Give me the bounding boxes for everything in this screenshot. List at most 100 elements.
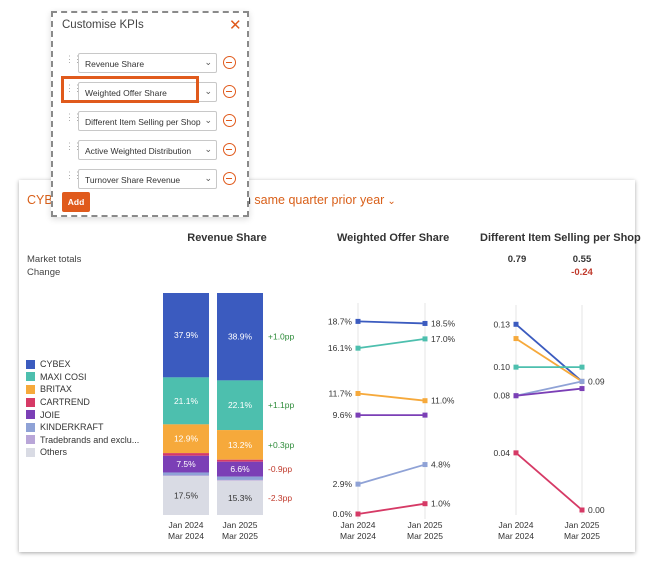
legend-item[interactable]: CARTREND: [26, 396, 139, 409]
close-icon[interactable]: ✕: [229, 17, 242, 34]
series-line: [515, 323, 583, 383]
bar-segment: [217, 430, 263, 460]
remove-kpi-icon[interactable]: [223, 85, 236, 98]
legend-item[interactable]: Others: [26, 446, 139, 459]
remove-kpi-icon[interactable]: [223, 143, 236, 156]
legend-swatch: [26, 435, 35, 445]
series-line: [357, 392, 426, 402]
series-point: [513, 321, 519, 327]
legend-item[interactable]: JOIE: [26, 408, 139, 421]
bar-segment: [217, 480, 263, 515]
kpi-select[interactable]: Turnover Share Revenue ⌄: [78, 169, 217, 189]
legend-label: JOIE: [40, 409, 61, 420]
series-line: [515, 380, 583, 397]
series-point: [355, 511, 361, 517]
point-label: 0.04: [493, 448, 510, 458]
bar-segment: [163, 472, 209, 476]
bar-change-label: +1.0pp: [268, 332, 295, 342]
legend-item[interactable]: KINDERKRAFT: [26, 421, 139, 434]
popup-title: Customise KPIs: [62, 19, 144, 31]
comparison-value: same quarter prior year: [254, 193, 385, 207]
series-line: [357, 320, 426, 325]
kpi-charts: 37.9% 21.1% 12.9% 7.5% 17.5% 38.9% +1.0pp 22.1%…: [163, 293, 605, 541]
bar-change-label: +1.1pp: [268, 400, 295, 410]
series-point: [355, 390, 361, 396]
kpi-select-value: Weighted Offer Share: [85, 88, 167, 98]
point-label: 0.00: [588, 505, 605, 515]
bar-change-label: +0.3pp: [268, 440, 295, 450]
bar-data-label: 12.9%: [174, 434, 199, 444]
remove-kpi-icon[interactable]: [223, 114, 236, 127]
bar-segment: [163, 476, 209, 515]
col-title-different-item: Different Item Selling per Shop: [480, 232, 641, 244]
point-label: 0.0%: [333, 509, 353, 519]
period-label: Jan 2024: [341, 520, 376, 530]
period-label: Mar 2024: [168, 531, 204, 541]
change-label: Change: [27, 267, 61, 278]
legend-swatch: [26, 359, 35, 369]
series-line: [515, 452, 583, 511]
legend-item[interactable]: MAXI COSI: [26, 371, 139, 384]
bar-segment: [217, 459, 263, 462]
drag-handle-icon[interactable]: ⋮⋮: [65, 170, 82, 180]
series-point: [355, 481, 361, 487]
drag-handle-icon[interactable]: ⋮⋮: [65, 141, 82, 151]
chevron-down-icon: ⌄: [204, 57, 212, 67]
bar-segment: [163, 455, 209, 473]
bar-segment: [217, 380, 263, 431]
bar-data-label: 7.5%: [176, 459, 196, 469]
kpi-select[interactable]: Revenue Share ⌄: [78, 53, 217, 73]
point-label: 18.5%: [431, 318, 456, 328]
kpi-row: ⋮⋮ Active Weighted Distribution ⌄: [65, 140, 240, 160]
kpi-select[interactable]: Different Item Selling per Shop ⌄: [78, 111, 217, 131]
legend-label: KINDERKRAFT: [40, 422, 104, 433]
series-point: [422, 398, 428, 404]
chevron-down-icon: ⌄: [204, 144, 212, 154]
period-label: Mar 2025: [564, 531, 600, 541]
bar-data-label: 21.1%: [174, 396, 199, 406]
chevron-down-icon: ⌄: [204, 86, 212, 96]
point-label: 2.9%: [333, 479, 353, 489]
diff-item-total-2025: 0.55: [572, 254, 592, 265]
legend-item[interactable]: BRITAX: [26, 383, 139, 396]
series-point: [579, 378, 585, 384]
period-label: Jan 2025: [565, 520, 600, 530]
legend-swatch: [26, 410, 35, 420]
legend-label: CYBEX: [40, 359, 71, 370]
drag-handle-icon[interactable]: ⋮⋮: [65, 112, 82, 122]
kpi-row: ⋮⋮ Turnover Share Revenue ⌄: [65, 169, 240, 189]
period-label: Jan 2024: [499, 520, 534, 530]
bar-segment: [163, 377, 209, 425]
series-point: [513, 336, 519, 342]
comparison-dropdown[interactable]: same quarter prior year ⌄: [254, 193, 395, 207]
legend-swatch: [26, 397, 35, 407]
period-label: Jan 2025: [223, 520, 258, 530]
series-line: [515, 337, 583, 383]
point-label: 17.0%: [431, 334, 456, 344]
legend-item[interactable]: CYBEX: [26, 358, 139, 371]
highlight-box: [61, 76, 199, 103]
kpi-select[interactable]: Active Weighted Distribution ⌄: [78, 140, 217, 160]
point-label: 0.08: [493, 391, 510, 401]
legend-label: Tradebrands and exclu...: [40, 434, 140, 445]
legend-item[interactable]: Tradebrands and exclu...: [26, 434, 139, 447]
bar-segment: [217, 479, 263, 481]
remove-kpi-icon[interactable]: [223, 172, 236, 185]
legend-label: BRITAX: [40, 384, 72, 395]
legend-swatch: [26, 384, 35, 394]
series-line: [357, 338, 426, 350]
bar-data-label: 38.9%: [228, 332, 253, 342]
drag-handle-icon[interactable]: ⋮⋮: [65, 54, 82, 64]
bar-segment: [217, 293, 263, 381]
add-kpi-button[interactable]: Add: [62, 192, 90, 212]
legend-swatch: [26, 422, 35, 432]
bar-data-label: 15.3%: [228, 493, 253, 503]
series-point: [355, 412, 361, 418]
remove-kpi-icon[interactable]: [223, 56, 236, 69]
legend-swatch: [26, 372, 35, 382]
period-label: Mar 2024: [340, 531, 376, 541]
series-point: [422, 336, 428, 342]
market-totals-label: Market totals: [27, 254, 82, 265]
brand-prefix: CYB: [27, 193, 53, 207]
point-label: 0.10: [493, 362, 510, 372]
